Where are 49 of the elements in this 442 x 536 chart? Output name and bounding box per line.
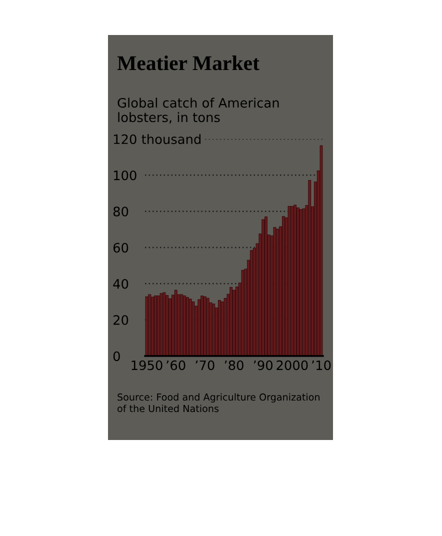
bar bbox=[154, 296, 157, 356]
bar bbox=[209, 302, 212, 356]
x-tick-label: ’80 bbox=[224, 360, 244, 370]
chart-subtitle: Global catch of American lobsters, in tons bbox=[118, 98, 279, 124]
bar bbox=[241, 270, 244, 356]
bar bbox=[290, 206, 294, 356]
x-tick-label: ’60 bbox=[166, 360, 186, 370]
bar bbox=[294, 204, 297, 356]
bar bbox=[288, 206, 291, 356]
bar bbox=[166, 295, 169, 356]
bar bbox=[168, 298, 172, 356]
x-tick-label: ’10 bbox=[312, 360, 331, 370]
bar bbox=[198, 299, 201, 356]
y-tick-label: 80 bbox=[113, 206, 128, 216]
bar bbox=[232, 290, 236, 356]
bar bbox=[212, 304, 216, 356]
bar bbox=[188, 298, 192, 356]
bar bbox=[220, 301, 224, 356]
bar bbox=[162, 292, 166, 356]
bar bbox=[308, 180, 312, 356]
bar bbox=[276, 228, 280, 356]
bar bbox=[177, 294, 180, 356]
bar bbox=[230, 287, 233, 356]
bar bbox=[296, 207, 300, 356]
bar bbox=[262, 219, 265, 356]
bar bbox=[299, 209, 302, 356]
y-tick-label: 20 bbox=[113, 315, 128, 325]
bar bbox=[282, 216, 285, 356]
x-tick-label: 1950 bbox=[132, 360, 162, 370]
y-tick-label: 0 bbox=[113, 351, 120, 362]
bar bbox=[273, 227, 276, 356]
bar bbox=[235, 286, 238, 356]
bar bbox=[180, 294, 184, 356]
y-tick-label: 120 thousand bbox=[114, 134, 201, 144]
bar bbox=[320, 145, 323, 356]
x-tick-label: ’90 bbox=[254, 360, 272, 370]
y-tick-label: 40 bbox=[113, 278, 128, 289]
y-tick-label: 60 bbox=[113, 242, 128, 253]
y-tick-label: 100 bbox=[114, 170, 136, 180]
bar bbox=[145, 296, 148, 356]
bar bbox=[200, 296, 204, 356]
bar bbox=[156, 296, 160, 356]
x-tick-label: 2000 bbox=[276, 360, 308, 370]
source-note: Source: Food and Agriculture Organization of the United Nations bbox=[118, 393, 320, 412]
bar bbox=[148, 294, 152, 356]
x-tick-label: ’70 bbox=[196, 360, 214, 370]
bar bbox=[203, 296, 206, 356]
bar bbox=[264, 216, 268, 356]
chart-title: Meatier Market bbox=[117, 56, 260, 70]
